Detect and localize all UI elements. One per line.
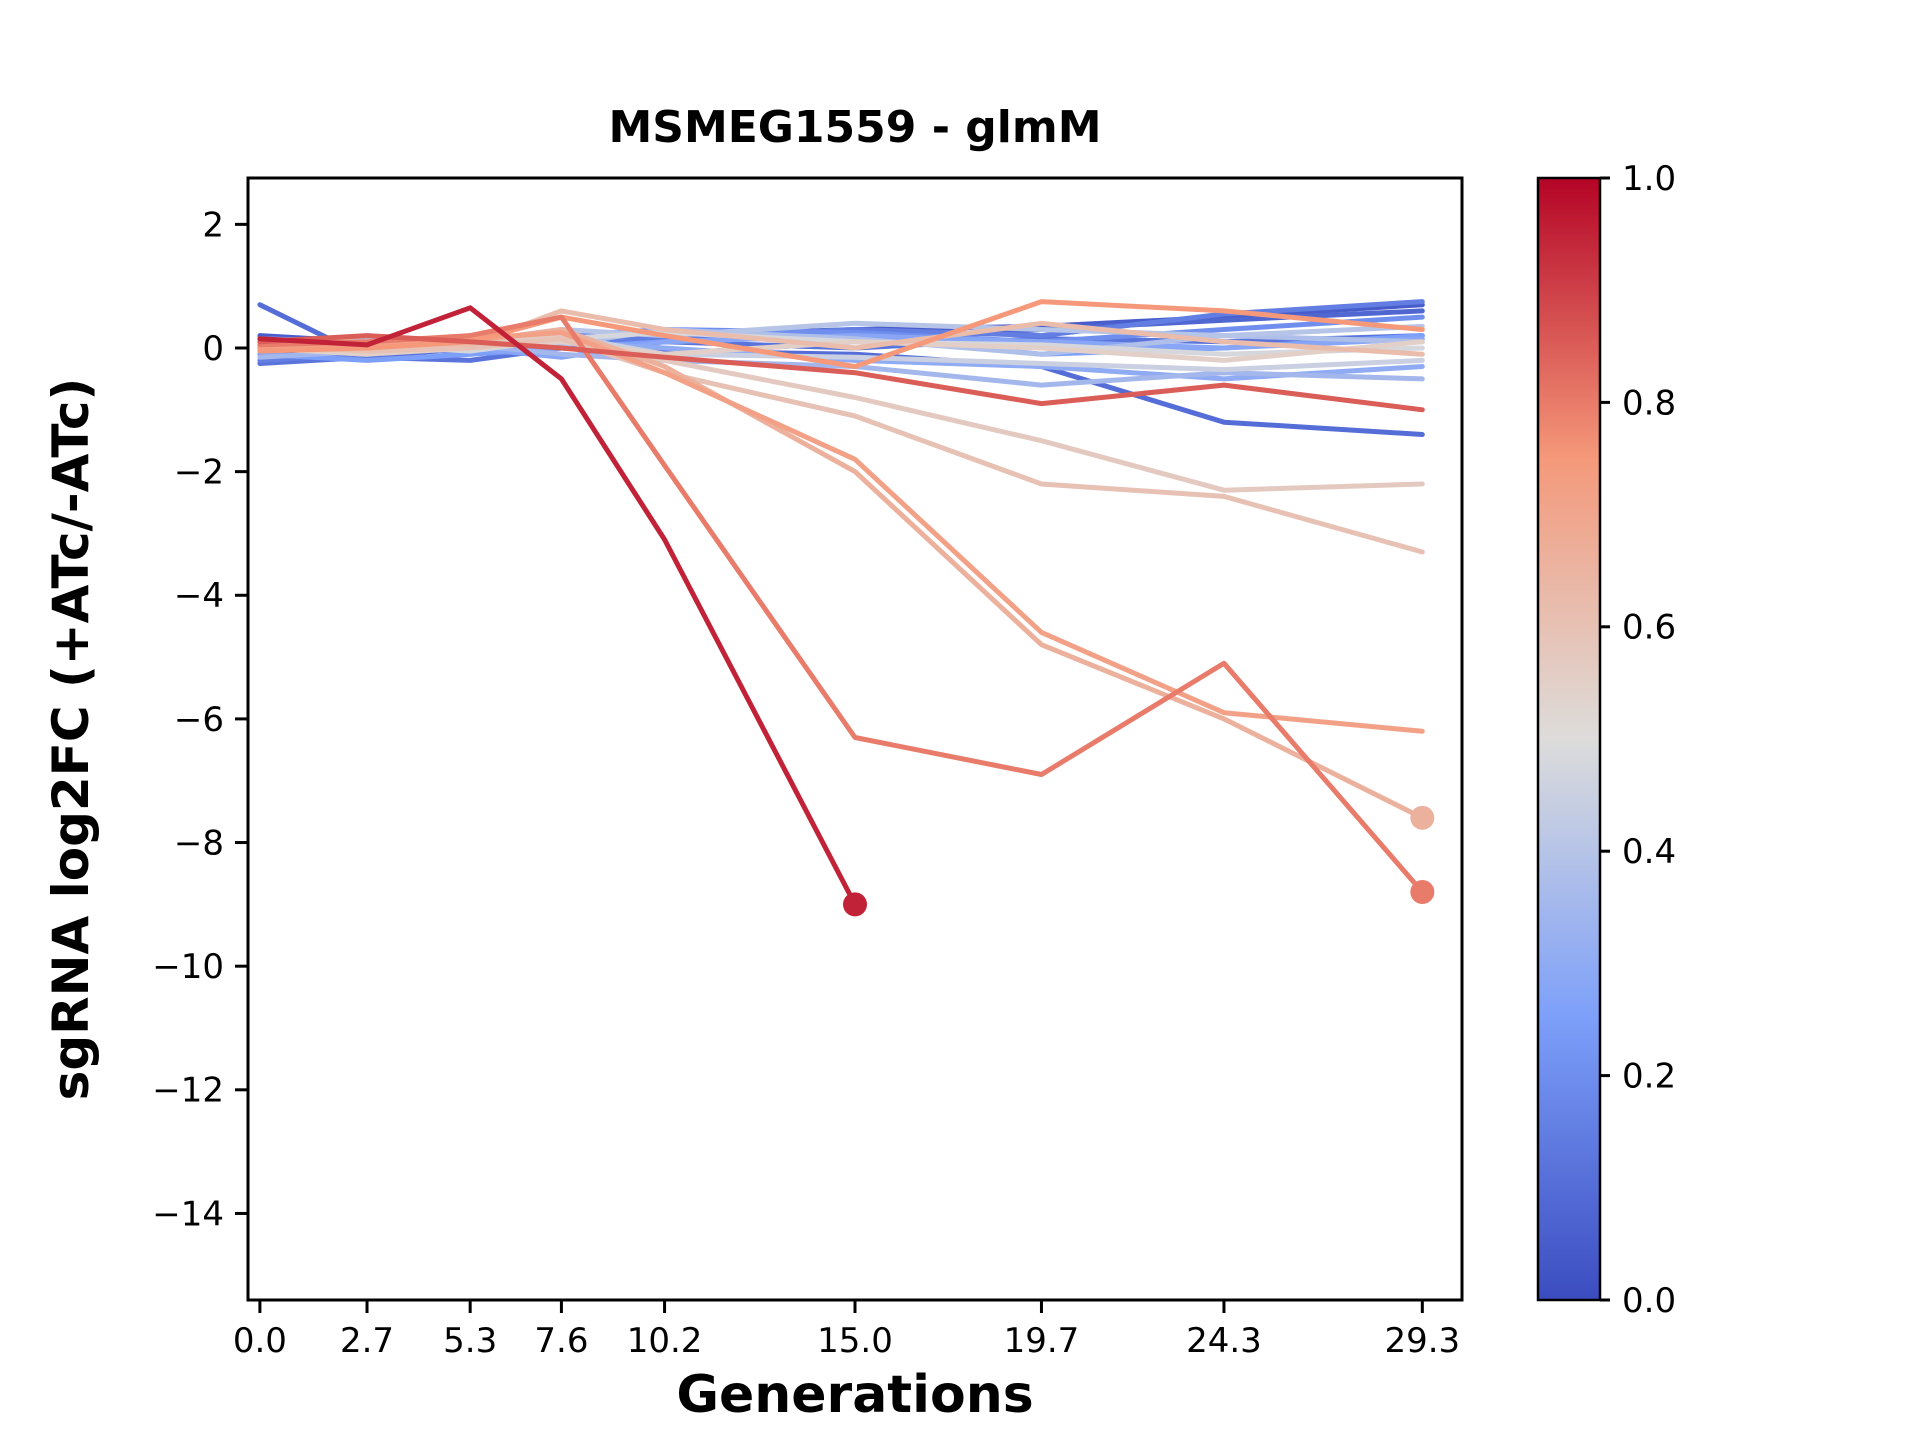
x-tick-label: 2.7 — [340, 1321, 394, 1361]
x-tick-label: 19.7 — [1004, 1321, 1080, 1361]
colorbar-tick-label: 0.0 — [1622, 1281, 1676, 1321]
x-tick-label: 10.2 — [627, 1321, 703, 1361]
colorbar-tick-label: 0.4 — [1622, 832, 1676, 872]
y-tick-label: 0 — [202, 329, 224, 369]
y-tick-label: −12 — [152, 1071, 224, 1111]
y-tick-label: −14 — [152, 1194, 224, 1234]
colorbar-ticks: 1.0 0.8 0.6 0.4 0.2 0.0 — [1600, 159, 1676, 1321]
x-tick-label: 29.3 — [1384, 1321, 1460, 1361]
x-tick-label: 0.0 — [233, 1321, 287, 1361]
y-tick-label: −8 — [174, 823, 224, 863]
series-line-sgRNA-warm-5 — [257, 327, 1425, 821]
series-line-sgRNA-warm-7 — [257, 299, 1425, 369]
colorbar-gradient — [1536, 176, 1602, 1302]
x-tick-label: 24.3 — [1186, 1321, 1262, 1361]
colorbar-tick-label: 0.8 — [1622, 383, 1676, 423]
colorbar-tick-label: 0.6 — [1622, 608, 1676, 648]
x-tick-label: 5.3 — [443, 1321, 497, 1361]
x-axis-ticks: 0.0 2.7 5.3 7.6 10.2 15.0 19.7 24.3 29.3 — [233, 1300, 1460, 1361]
x-tick-label: 7.6 — [534, 1321, 588, 1361]
endpoint-marker-2 — [1410, 880, 1435, 904]
marker-group — [843, 805, 1435, 917]
y-tick-label: −10 — [152, 947, 224, 987]
colorbar-tick-label: 1.0 — [1622, 159, 1676, 199]
endpoint-marker-3 — [1410, 805, 1435, 830]
y-tick-label: −2 — [174, 453, 224, 493]
y-axis-label: sgRNA log2FC (+ATc/-ATc) — [42, 378, 100, 1101]
y-tick-label: 2 — [202, 205, 224, 245]
x-tick-label: 15.0 — [817, 1321, 893, 1361]
x-axis-label: Generations — [676, 1365, 1033, 1425]
y-tick-label: −4 — [174, 576, 224, 616]
series-line-sgRNA-warm-10 — [257, 305, 858, 907]
series-group — [257, 299, 1425, 907]
endpoint-marker-1 — [843, 892, 867, 917]
y-tick-label: −6 — [174, 700, 224, 740]
colorbar-tick-label: 0.2 — [1622, 1057, 1676, 1097]
chart-title: MSMEG1559 - glmM — [608, 102, 1101, 153]
series-line-sgRNA-warm-9 — [257, 333, 1425, 413]
series-line-sgRNA-warm-6 — [257, 330, 1425, 734]
colorbar: 1.0 0.8 0.6 0.4 0.2 0.0 — [1536, 159, 1676, 1321]
y-axis-ticks: 2 0 −2 −4 −6 −8 −10 −12 −14 — [152, 205, 248, 1234]
series-line-sgRNA-warm-8 — [257, 314, 1425, 895]
